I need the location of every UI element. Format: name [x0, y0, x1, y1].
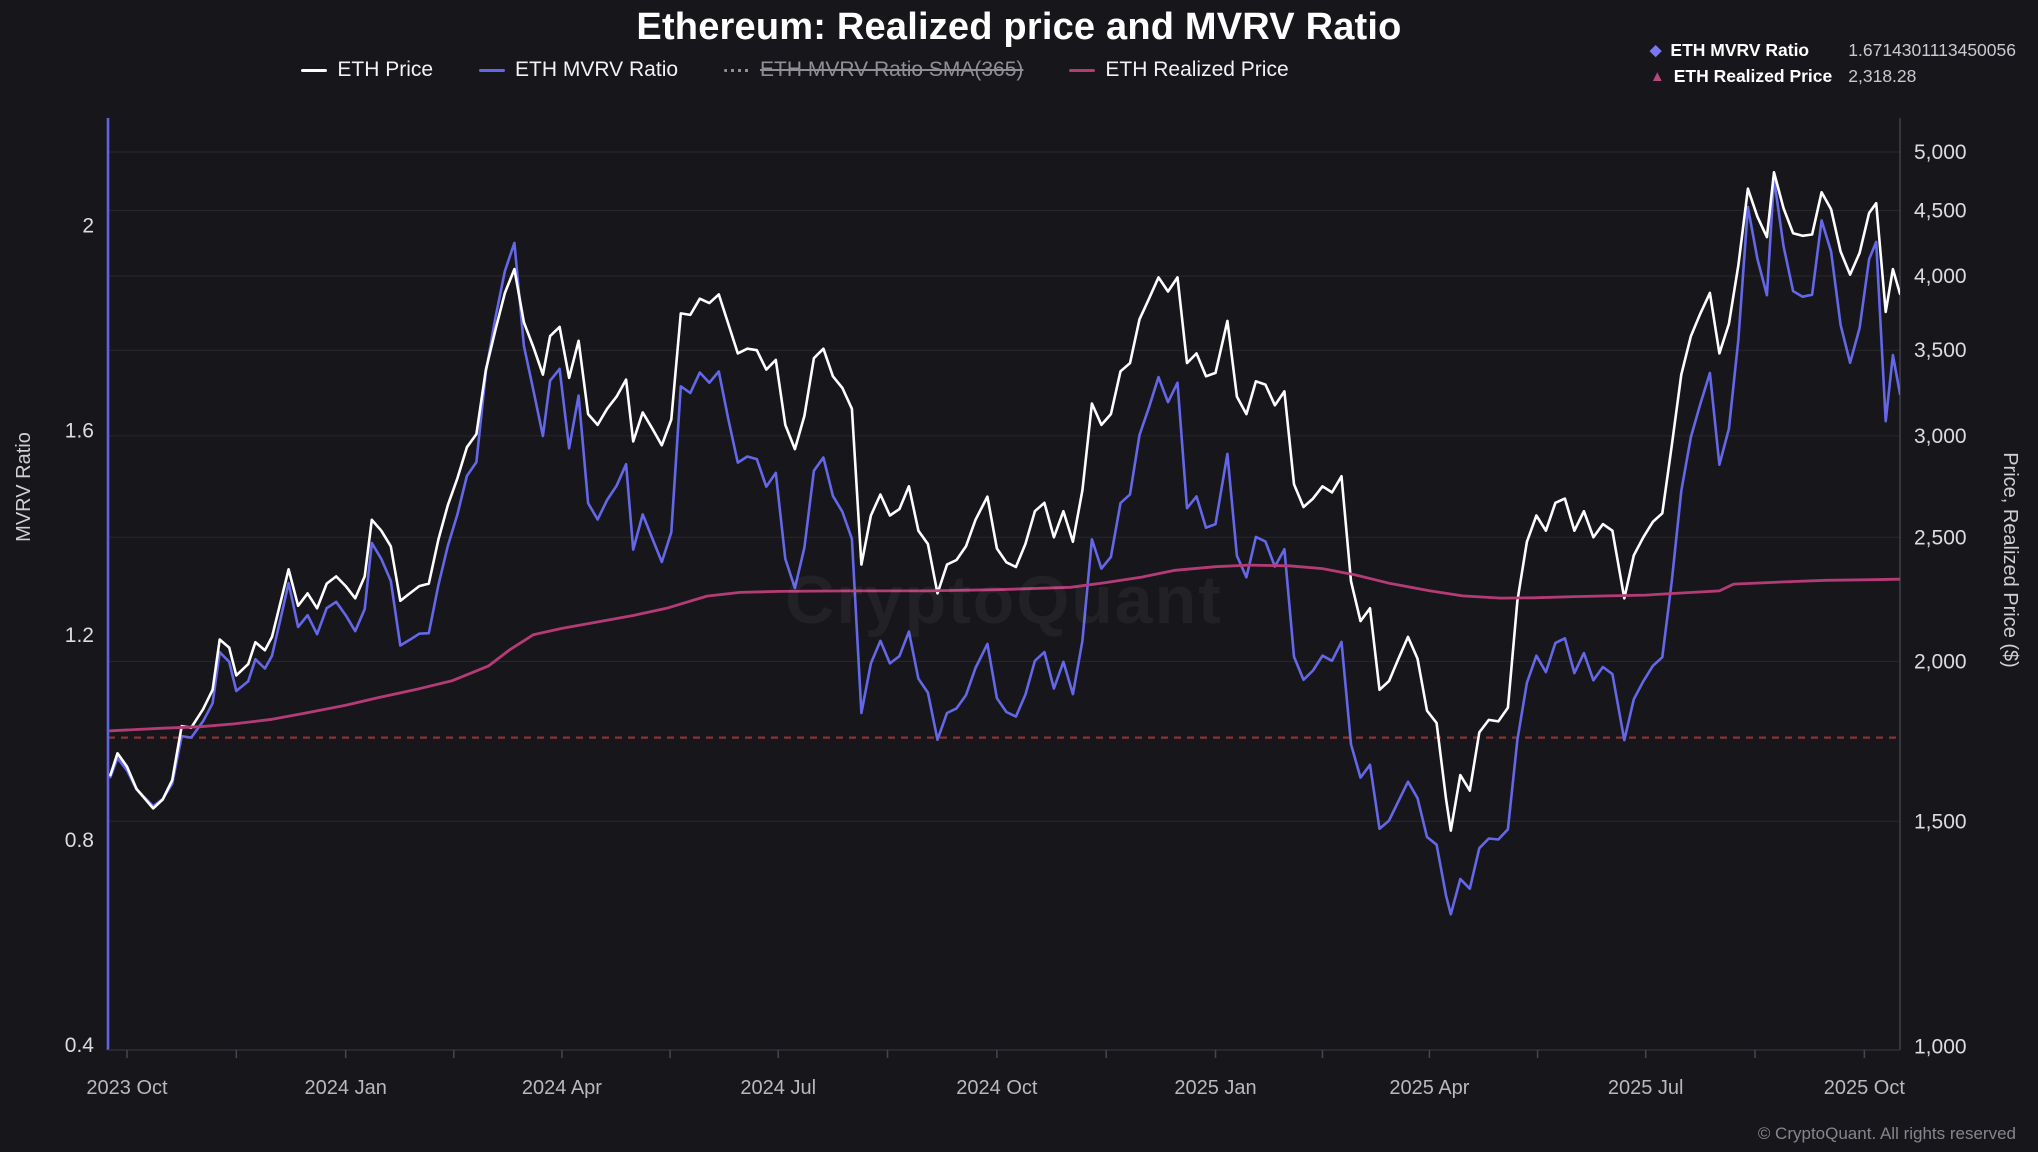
readout-label: ◆ ETH MVRV Ratio: [1649, 40, 1810, 60]
eth-price-line: [109, 171, 1900, 832]
legend-swatch-eth-mvrv-sma-dotted-icon: [724, 68, 751, 72]
grid: [108, 151, 1900, 822]
left-axis-title: MVRV Ratio: [13, 432, 35, 542]
right-tick-label: 2,500: [1914, 526, 1967, 549]
right-tick-label: 4,500: [1914, 200, 1967, 223]
x-tick-label: 2025 Apr: [1389, 1077, 1469, 1099]
legend-item-eth-mvrv[interactable]: ETH MVRV Ratio: [479, 58, 678, 82]
right-tick-label: 5,000: [1914, 141, 1967, 164]
triangle-up-icon: ▲: [1649, 68, 1665, 85]
left-tick-label: 0.8: [65, 829, 94, 852]
right-tick-label: 4,000: [1914, 265, 1967, 288]
legend-label: ETH MVRV Ratio: [515, 58, 679, 81]
legend-label: ETH Price: [337, 58, 434, 81]
left-tick-label: 2: [82, 215, 94, 238]
left-tick-label: 1.2: [65, 624, 94, 647]
right-axis-title: Price, Realized Price ($): [1999, 452, 2021, 668]
legend-label: ETH Realized Price: [1105, 58, 1289, 81]
eth-mvrv-ratio-line: [109, 177, 1900, 916]
x-tick-label: 2025 Jul: [1608, 1077, 1684, 1099]
eth-realized-price-line: [109, 563, 1900, 733]
y-axis-right-labels: 5,000 4,500 4,000 3,500 3,000 2,500 2,000 1,500…: [1914, 141, 1967, 1059]
page-title: Ethereum: Realized price and MVRV Ratio: [636, 6, 1402, 48]
legend-item-eth-realized[interactable]: ETH Realized Price: [1069, 58, 1289, 82]
x-tick-label: 2025 Oct: [1824, 1077, 1906, 1099]
x-tick-label: 2024 Apr: [522, 1077, 602, 1099]
y-axis-left-labels: 2 1.6 1.2 0.8 0.4: [65, 215, 95, 1057]
right-tick-label: 1,000: [1914, 1036, 1967, 1059]
legend-item-eth-price[interactable]: ETH Price: [301, 58, 433, 82]
x-tick-label: 2025 Jan: [1174, 1077, 1256, 1099]
legend-item-eth-mvrv-sma[interactable]: ETH MVRV Ratio SMA(365): [724, 58, 1023, 82]
readout-label: ▲ ETH Realized Price: [1649, 66, 1833, 86]
right-tick-label: 3,000: [1914, 425, 1967, 448]
legend-swatch-eth-price-line-icon: [301, 68, 328, 72]
series-group: [109, 171, 1900, 916]
diamond-icon: ◆: [1649, 42, 1662, 59]
legend: ETH Price ETH MVRV Ratio ETH MVRV Ratio SM…: [0, 58, 1590, 82]
readout-value: 1.6714301113450056: [1848, 40, 2016, 60]
legend-label: ETH MVRV Ratio SMA(365): [760, 58, 1024, 81]
right-tick-label: 1,500: [1914, 810, 1967, 833]
readout-value: 2,318.28: [1848, 66, 1917, 86]
right-tick-label: 3,500: [1914, 339, 1967, 362]
x-tick-label: 2024 Jan: [305, 1077, 387, 1099]
right-tick-label: 2,000: [1914, 650, 1967, 673]
left-tick-label: 1.6: [65, 419, 94, 442]
legend-swatch-eth-mvrv-line-icon: [479, 68, 506, 72]
x-tick-label: 2023 Oct: [86, 1077, 168, 1099]
left-tick-label: 0.4: [65, 1034, 95, 1057]
series-value-readout: ◆ ETH MVRV Ratio 1.6714301113450056 ▲ ETH Re…: [1650, 40, 2016, 87]
x-tick-label: 2024 Oct: [956, 1077, 1038, 1099]
x-axis-labels: 2023 Oct 2024 Jan 2024 Apr 2024 Jul 2024 Oct…: [86, 1050, 1905, 1099]
copyright-text: © CryptoQuant. All rights reserved: [1757, 1124, 2016, 1143]
x-tick-label: 2024 Jul: [740, 1077, 816, 1099]
legend-swatch-eth-realized-line-icon: [1069, 68, 1096, 72]
